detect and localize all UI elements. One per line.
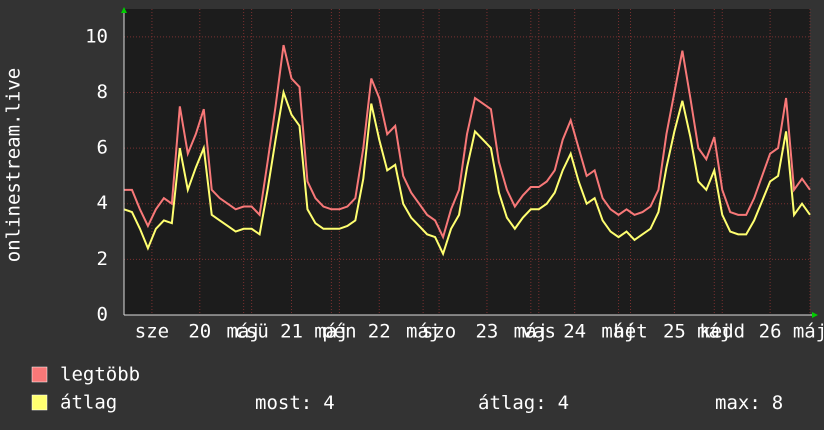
x-tick-label: máj	[514, 321, 548, 343]
y-tick-label: 6	[97, 137, 108, 159]
x-tick-label: csü	[234, 321, 268, 343]
x-tick-label: máj	[226, 321, 260, 343]
x-tick-label: máj	[793, 321, 824, 343]
x-tick-label: sze	[135, 321, 169, 343]
arrow	[812, 312, 818, 318]
plot-area	[124, 9, 810, 315]
y-axis-label: onlinestream.live	[3, 68, 25, 262]
x-tick-label: kedd	[699, 321, 745, 343]
x-tick-label: máj	[601, 321, 635, 343]
x-tick-label: 24	[563, 321, 586, 343]
series-line	[123, 88, 811, 257]
arrow	[121, 7, 127, 13]
grid	[124, 9, 811, 316]
stat: most: 4	[255, 392, 335, 414]
legend-label: átlag	[60, 392, 117, 414]
x-tick-label: pén	[322, 321, 356, 343]
x-tick-label: máj	[314, 321, 348, 343]
y-tick-label: 2	[97, 248, 108, 270]
x-tick-label: 20	[188, 321, 211, 343]
y-tick-label: 4	[97, 192, 108, 214]
legend-swatch	[31, 394, 48, 411]
stat-value: 4	[558, 392, 569, 414]
x-tick-label: 23	[475, 321, 498, 343]
stat-value: 4	[323, 392, 334, 414]
x-tick-label: 25	[663, 321, 686, 343]
x-tick-label: hét	[613, 321, 647, 343]
legend: legtöbb átlag most: 4 átlag: 4 max: 8	[31, 364, 783, 414]
x-tick-label: máj	[406, 321, 440, 343]
stat-value: 8	[772, 392, 783, 414]
legend-swatch	[31, 366, 48, 383]
x-tick-label: 21	[280, 321, 303, 343]
y-tick-label: 8	[97, 81, 108, 103]
y-tick-label: 10	[85, 25, 108, 47]
x-tick-label: máj	[697, 321, 731, 343]
y-tick-label: 0	[97, 304, 108, 326]
stat-label: most:	[255, 392, 312, 414]
stat-label: max:	[715, 392, 761, 414]
stat: max: 8	[715, 392, 783, 414]
x-tick-label: szo	[422, 321, 456, 343]
x-tick-label: 22	[368, 321, 391, 343]
lines	[123, 44, 811, 257]
x-tick-label: 26	[759, 321, 782, 343]
stat: átlag: 4	[478, 392, 569, 414]
legend-label: legtöbb	[60, 364, 140, 386]
stat-label: átlag:	[478, 392, 547, 414]
x-tick-label: vas	[522, 321, 556, 343]
series-line	[124, 44, 811, 240]
